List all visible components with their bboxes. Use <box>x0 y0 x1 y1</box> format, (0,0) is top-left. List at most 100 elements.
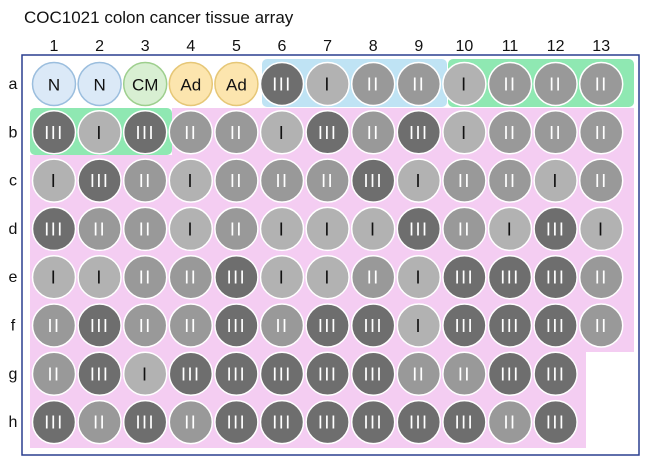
core-circle <box>77 158 122 203</box>
core-circle <box>442 61 487 107</box>
core-label: III <box>272 364 292 384</box>
core-label: II <box>184 268 197 288</box>
tissue-core: N <box>77 61 122 107</box>
core-label: II <box>595 316 608 336</box>
core-circle <box>350 206 396 252</box>
core-label: II <box>549 123 562 143</box>
core-label: III <box>546 268 566 288</box>
core-label: III <box>44 219 64 239</box>
core-label: II <box>458 171 471 191</box>
core-circle <box>214 351 259 397</box>
core-label: II <box>595 75 608 95</box>
tissue-core: III <box>396 399 442 445</box>
column-label: 8 <box>369 38 378 55</box>
core-circle <box>396 158 442 203</box>
core-label: I <box>552 171 559 191</box>
core-label: III <box>546 413 566 433</box>
core-label: II <box>367 123 380 143</box>
core-circle <box>214 110 259 155</box>
tissue-core: I <box>77 110 122 155</box>
core-label: III <box>227 413 247 433</box>
tissue-core: II <box>350 254 396 300</box>
core-circle <box>259 303 305 348</box>
core-label: I <box>188 171 195 191</box>
core-circle <box>487 206 533 252</box>
column-labels: 1 2 3 4 5 6 7 8 9 10 11 12 13 <box>50 38 611 55</box>
tissue-core: III <box>442 254 487 300</box>
core-label: II <box>275 171 288 191</box>
tissue-core: I <box>305 254 350 300</box>
core-circle <box>396 303 442 348</box>
core-label: N <box>93 76 105 95</box>
core-circle <box>31 351 77 397</box>
core-circle <box>442 206 487 252</box>
tissue-core: III <box>396 206 442 252</box>
core-circle <box>168 303 214 348</box>
tissue-core: I <box>396 303 442 348</box>
tissue-core: Ad <box>214 61 259 107</box>
core-circle <box>259 399 305 445</box>
core-label: I <box>461 75 468 95</box>
tissue-core: I <box>77 254 122 300</box>
core-label: II <box>230 123 243 143</box>
tissue-core: II <box>533 61 578 107</box>
tissue-core: III <box>350 303 396 348</box>
core-label: II <box>595 171 608 191</box>
core-circle <box>77 399 122 445</box>
tissue-core: III <box>305 351 350 397</box>
core-label: I <box>461 123 468 143</box>
tissue-core: III <box>487 254 533 300</box>
tissue-core: I <box>578 206 624 252</box>
core-label: III <box>409 413 429 433</box>
core-circle <box>168 399 214 445</box>
core-label: III <box>181 364 201 384</box>
row-labels: a b c d e f g h <box>9 76 18 431</box>
core-label: III <box>318 413 338 433</box>
tissue-core: II <box>122 158 168 203</box>
core-label: II <box>503 75 516 95</box>
row-label: c <box>9 173 17 190</box>
core-label: II <box>184 123 197 143</box>
core-circle <box>305 110 350 155</box>
tissue-core: II <box>77 206 122 252</box>
core-circle <box>305 206 350 252</box>
core-circle <box>168 206 214 252</box>
tissue-core: II <box>214 206 259 252</box>
core-label: III <box>318 316 338 336</box>
core-label: III <box>500 316 520 336</box>
core-label: II <box>549 75 562 95</box>
core-circle <box>487 158 533 203</box>
core-label: III <box>455 413 475 433</box>
core-circle <box>77 110 122 155</box>
core-label: II <box>139 171 152 191</box>
core-circle <box>31 399 77 445</box>
tissue-core: III <box>259 61 305 107</box>
core-circle <box>122 61 168 107</box>
tissue-core: III <box>214 399 259 445</box>
tissue-core: II <box>578 303 624 348</box>
core-label: III <box>44 123 64 143</box>
core-circle <box>305 399 350 445</box>
tissue-core: III <box>442 303 487 348</box>
tissue-core: III <box>533 399 578 445</box>
core-label: III <box>227 316 247 336</box>
core-circle <box>442 110 487 155</box>
tissue-core: II <box>214 158 259 203</box>
core-circle <box>77 254 122 300</box>
core-circle <box>578 110 624 155</box>
core-circle <box>350 254 396 300</box>
core-circle <box>396 61 442 107</box>
core-label: II <box>184 316 197 336</box>
core-label: II <box>367 75 380 95</box>
core-circle <box>168 158 214 203</box>
core-circle <box>533 110 578 155</box>
core-circle <box>77 61 122 107</box>
diagram-title: COC1021 colon cancer tissue array <box>24 8 294 27</box>
core-label: II <box>47 316 60 336</box>
core-circle <box>259 254 305 300</box>
row-label: f <box>11 318 16 335</box>
core-label: III <box>318 123 338 143</box>
tissue-core: I <box>31 254 77 300</box>
core-circle <box>168 351 214 397</box>
core-label: III <box>363 171 383 191</box>
